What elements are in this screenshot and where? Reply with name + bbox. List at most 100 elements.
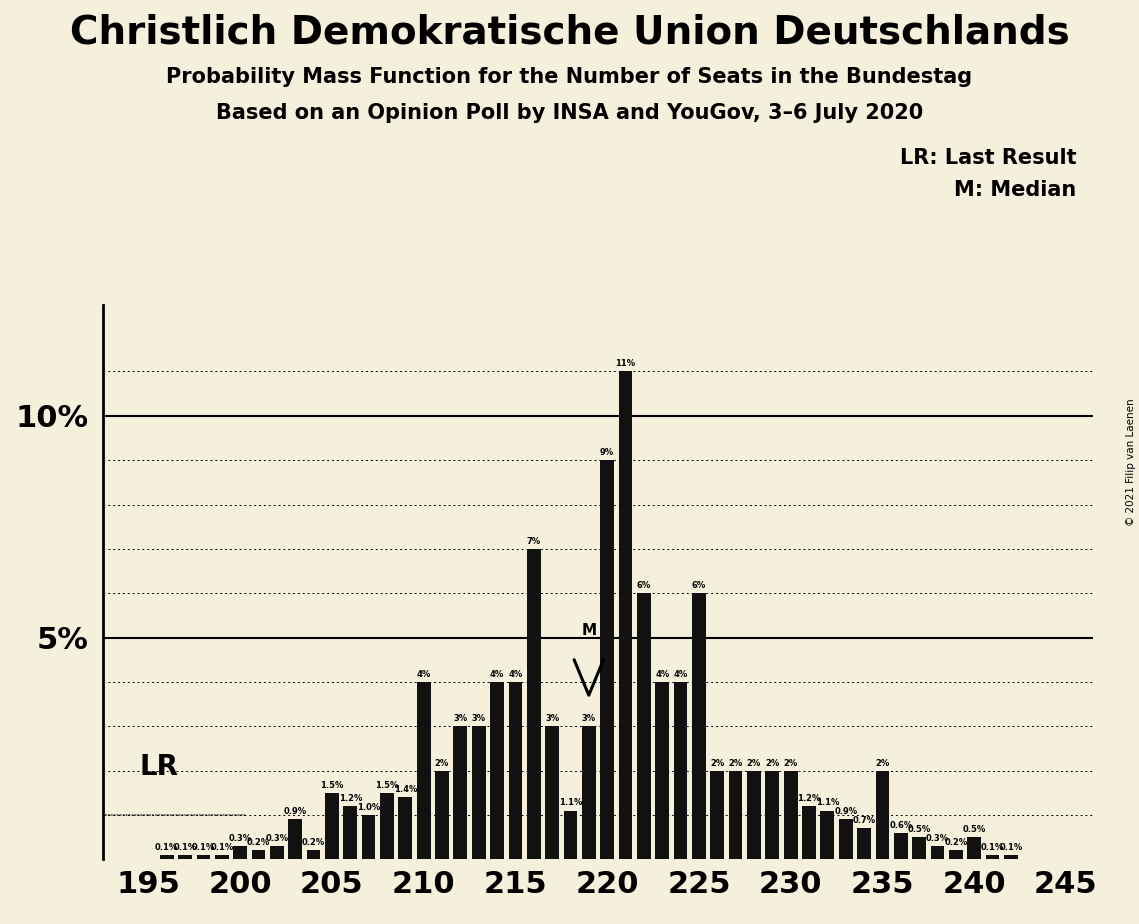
Text: 1.1%: 1.1% [559,798,582,808]
Bar [306,850,320,859]
Bar [985,855,999,859]
Text: 0.3%: 0.3% [265,833,288,843]
Text: 0.2%: 0.2% [944,838,967,847]
Bar [894,833,908,859]
Bar [729,771,743,859]
Bar [288,820,302,859]
Bar [270,846,284,859]
Text: 4%: 4% [490,670,505,679]
Text: 0.3%: 0.3% [229,833,252,843]
Bar [252,850,265,859]
Text: 9%: 9% [600,448,614,457]
Text: 0.9%: 0.9% [284,808,306,816]
Text: 1.2%: 1.2% [338,794,362,803]
Text: 1.0%: 1.0% [357,803,380,812]
Bar [967,837,981,859]
Bar [582,726,596,859]
Bar [1003,855,1018,859]
Bar [362,815,376,859]
Bar [215,855,229,859]
Text: M: M [581,623,597,638]
Bar [380,793,394,859]
Bar [618,371,632,859]
Bar [546,726,559,859]
Text: 0.1%: 0.1% [981,843,1005,852]
Bar [159,855,173,859]
Text: 3%: 3% [453,714,467,723]
Text: 2%: 2% [435,759,449,768]
Bar [838,820,853,859]
Text: 0.1%: 0.1% [999,843,1023,852]
Text: 0.6%: 0.6% [890,821,912,830]
Bar [453,726,467,859]
Text: 3%: 3% [546,714,559,723]
Bar [417,682,431,859]
Bar [197,855,211,859]
Bar [711,771,724,859]
Bar [784,771,797,859]
Text: 0.2%: 0.2% [247,838,270,847]
Bar [802,806,816,859]
Bar [912,837,926,859]
Text: 0.9%: 0.9% [834,808,858,816]
Text: 0.5%: 0.5% [962,825,985,834]
Text: 7%: 7% [526,537,541,546]
Text: 0.1%: 0.1% [155,843,179,852]
Text: © 2021 Filip van Laenen: © 2021 Filip van Laenen [1126,398,1136,526]
Bar [820,810,834,859]
Bar [765,771,779,859]
Text: 1.2%: 1.2% [797,794,821,803]
Bar [472,726,485,859]
Text: M: Median: M: Median [954,180,1076,201]
Bar [600,460,614,859]
Text: 4%: 4% [417,670,431,679]
Text: 2%: 2% [765,759,779,768]
Text: 4%: 4% [508,670,523,679]
Text: 2%: 2% [784,759,797,768]
Text: 3%: 3% [582,714,596,723]
Text: 4%: 4% [655,670,670,679]
Text: Based on an Opinion Poll by INSA and YouGov, 3–6 July 2020: Based on an Opinion Poll by INSA and You… [216,103,923,124]
Bar [693,593,706,859]
Text: 0.1%: 0.1% [173,843,197,852]
Bar [399,797,412,859]
Text: 0.1%: 0.1% [191,843,215,852]
Bar [673,682,688,859]
Text: 6%: 6% [691,581,706,590]
Text: 0.1%: 0.1% [211,843,233,852]
Bar [564,810,577,859]
Text: LR: Last Result: LR: Last Result [900,148,1076,168]
Text: 4%: 4% [673,670,688,679]
Text: Probability Mass Function for the Number of Seats in the Bundestag: Probability Mass Function for the Number… [166,67,973,87]
Bar [343,806,358,859]
Text: Christlich Demokratische Union Deutschlands: Christlich Demokratische Union Deutschla… [69,14,1070,52]
Text: 2%: 2% [747,759,761,768]
Bar [747,771,761,859]
Text: 1.4%: 1.4% [394,785,417,794]
Text: 1.5%: 1.5% [320,781,344,790]
Bar [931,846,944,859]
Bar [490,682,503,859]
Text: 2%: 2% [710,759,724,768]
Bar [858,828,871,859]
Bar [435,771,449,859]
Text: 2%: 2% [875,759,890,768]
Text: 0.5%: 0.5% [908,825,931,834]
Text: 6%: 6% [637,581,652,590]
Bar [949,850,962,859]
Text: 1.5%: 1.5% [375,781,399,790]
Bar [655,682,669,859]
Text: 0.7%: 0.7% [852,816,876,825]
Text: 1.1%: 1.1% [816,798,839,808]
Bar [876,771,890,859]
Bar [233,846,247,859]
Bar [527,549,541,859]
Text: 2%: 2% [729,759,743,768]
Text: 11%: 11% [615,359,636,369]
Bar [637,593,650,859]
Bar [178,855,192,859]
Text: LR: LR [139,753,178,781]
Text: 0.3%: 0.3% [926,833,949,843]
Text: 3%: 3% [472,714,485,723]
Bar [325,793,338,859]
